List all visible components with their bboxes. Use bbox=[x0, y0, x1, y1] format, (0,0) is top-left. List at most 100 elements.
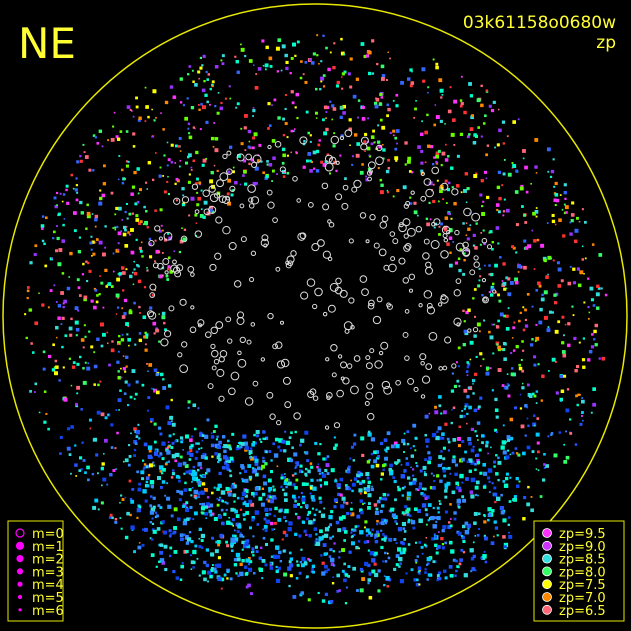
star bbox=[124, 228, 127, 232]
star bbox=[153, 119, 156, 122]
star bbox=[457, 503, 460, 507]
star bbox=[210, 443, 215, 448]
star bbox=[209, 179, 214, 184]
star bbox=[168, 434, 172, 438]
star bbox=[66, 201, 70, 205]
star bbox=[361, 117, 366, 121]
star bbox=[343, 70, 347, 74]
star bbox=[157, 476, 161, 481]
star bbox=[317, 463, 320, 466]
star bbox=[206, 78, 210, 81]
star-outline bbox=[214, 252, 222, 260]
star bbox=[326, 472, 330, 476]
star bbox=[497, 293, 500, 297]
star bbox=[288, 436, 292, 440]
star bbox=[202, 215, 206, 219]
star bbox=[541, 374, 545, 378]
star bbox=[404, 163, 407, 166]
star bbox=[79, 154, 82, 158]
star bbox=[173, 550, 178, 554]
star bbox=[99, 196, 103, 201]
star bbox=[102, 477, 107, 482]
star bbox=[489, 367, 492, 370]
star bbox=[435, 520, 438, 523]
star bbox=[251, 146, 255, 150]
star bbox=[144, 343, 147, 346]
star bbox=[318, 472, 322, 475]
star bbox=[347, 72, 351, 76]
star bbox=[272, 156, 276, 160]
star-outline bbox=[404, 309, 410, 314]
star bbox=[338, 550, 341, 553]
star bbox=[102, 182, 107, 186]
star bbox=[297, 515, 301, 520]
star bbox=[168, 529, 172, 533]
star bbox=[190, 444, 194, 448]
star bbox=[387, 556, 391, 560]
star bbox=[174, 144, 178, 148]
star bbox=[367, 430, 371, 434]
star bbox=[296, 461, 299, 464]
star bbox=[149, 510, 154, 515]
star bbox=[424, 458, 427, 461]
star bbox=[476, 533, 480, 537]
star bbox=[342, 527, 347, 532]
star bbox=[252, 554, 255, 557]
star bbox=[581, 399, 585, 404]
star bbox=[466, 523, 471, 529]
star bbox=[489, 335, 494, 340]
star bbox=[389, 57, 391, 60]
star bbox=[374, 539, 379, 544]
star bbox=[522, 149, 526, 153]
star bbox=[488, 480, 491, 483]
star bbox=[502, 535, 506, 539]
star bbox=[125, 225, 128, 228]
star bbox=[200, 189, 203, 192]
star bbox=[415, 462, 418, 464]
star bbox=[369, 551, 375, 556]
star bbox=[348, 550, 352, 554]
star bbox=[397, 459, 401, 463]
star bbox=[226, 520, 231, 525]
star bbox=[439, 436, 443, 440]
star bbox=[510, 372, 515, 377]
star bbox=[254, 486, 259, 491]
star bbox=[149, 418, 154, 422]
star bbox=[190, 554, 192, 557]
star bbox=[214, 137, 219, 141]
star bbox=[155, 249, 160, 254]
star bbox=[578, 341, 581, 344]
star bbox=[34, 382, 38, 386]
star bbox=[116, 360, 120, 364]
star bbox=[597, 286, 601, 290]
star bbox=[384, 519, 388, 523]
star bbox=[288, 521, 293, 526]
star-outline bbox=[190, 305, 195, 310]
star bbox=[195, 234, 197, 237]
star bbox=[475, 434, 479, 438]
star bbox=[445, 467, 448, 470]
star bbox=[157, 454, 161, 458]
star bbox=[547, 326, 550, 328]
star bbox=[42, 350, 46, 354]
star bbox=[199, 503, 202, 506]
star bbox=[123, 312, 127, 316]
star bbox=[93, 364, 98, 369]
star bbox=[331, 582, 335, 585]
star bbox=[442, 525, 447, 530]
star-outline bbox=[276, 419, 282, 426]
star bbox=[231, 534, 235, 538]
star-field bbox=[24, 34, 608, 605]
star bbox=[139, 220, 143, 223]
star bbox=[191, 480, 193, 483]
star bbox=[526, 292, 530, 296]
star bbox=[570, 213, 575, 217]
star bbox=[164, 328, 168, 332]
star bbox=[330, 157, 332, 160]
star bbox=[100, 281, 104, 285]
star-outline bbox=[361, 288, 369, 297]
star-outline bbox=[248, 197, 254, 203]
star bbox=[337, 492, 341, 497]
star bbox=[87, 362, 90, 365]
